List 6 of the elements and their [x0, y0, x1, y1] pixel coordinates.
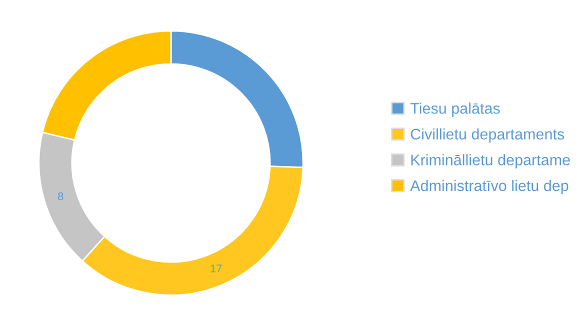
legend-label: Civillietu departaments — [410, 128, 564, 143]
legend-label: Administratīvo lietu dep — [410, 180, 568, 194]
data-label: 8 — [58, 192, 64, 200]
data-label: 17 — [210, 264, 222, 272]
legend-label: Krimināllietu departame — [411, 154, 570, 168]
legend-label: Tiesu palātas — [410, 102, 500, 117]
